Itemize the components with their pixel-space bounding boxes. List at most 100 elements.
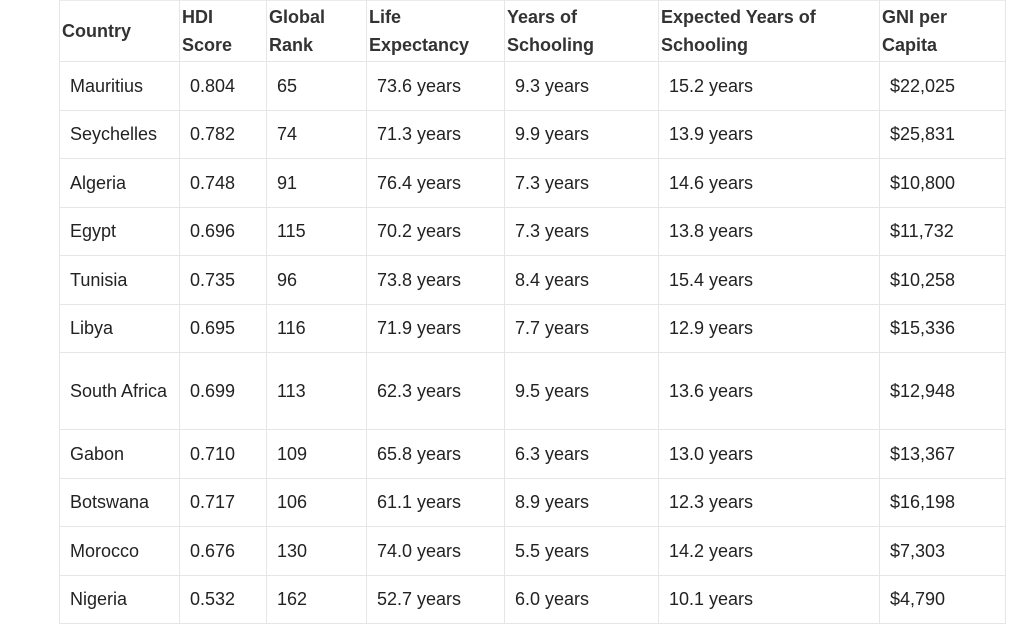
cell-global-rank: 74 — [266, 109, 367, 159]
cell-life-expectancy: 70.2 years — [366, 206, 505, 256]
cell-country: Botswana — [59, 477, 180, 527]
cell-life-expectancy: 62.3 years — [366, 352, 505, 430]
cell-expected-years-of-schooling: 13.8 years — [658, 206, 880, 256]
hdi-table: Country HDI Score Global Rank Life Expec… — [59, 0, 1006, 624]
cell-years-of-schooling: 7.7 years — [504, 303, 659, 353]
cell-global-rank: 130 — [266, 526, 367, 576]
cell-gni-per-capita: $16,198 — [879, 477, 1006, 527]
cell-gni-per-capita: $10,258 — [879, 255, 1006, 305]
cell-gni-per-capita: $15,336 — [879, 303, 1006, 353]
cell-years-of-schooling: 5.5 years — [504, 526, 659, 576]
cell-country: Nigeria — [59, 574, 180, 624]
cell-hdi-score: 0.710 — [179, 429, 267, 479]
table-row: Nigeria 0.532 162 52.7 years 6.0 years 10.1 y… — [59, 574, 1006, 624]
cell-global-rank: 116 — [266, 303, 367, 353]
cell-hdi-score: 0.782 — [179, 109, 267, 159]
cell-years-of-schooling: 6.3 years — [504, 429, 659, 479]
cell-hdi-score: 0.699 — [179, 352, 267, 430]
header-hdi-score: HDI Score — [179, 0, 267, 62]
table-header: Country HDI Score Global Rank Life Expec… — [59, 0, 1006, 62]
cell-gni-per-capita: $22,025 — [879, 61, 1006, 111]
cell-country: Tunisia — [59, 255, 180, 305]
cell-years-of-schooling: 6.0 years — [504, 574, 659, 624]
cell-years-of-schooling: 8.4 years — [504, 255, 659, 305]
cell-life-expectancy: 73.8 years — [366, 255, 505, 305]
cell-expected-years-of-schooling: 15.2 years — [658, 61, 880, 111]
cell-global-rank: 113 — [266, 352, 367, 430]
cell-global-rank: 106 — [266, 477, 367, 527]
cell-life-expectancy: 71.9 years — [366, 303, 505, 353]
header-row: Country HDI Score Global Rank Life Expec… — [59, 0, 1006, 62]
table-row: Gabon 0.710 109 65.8 years 6.3 years 13.0 yea… — [59, 429, 1006, 479]
cell-expected-years-of-schooling: 14.6 years — [658, 158, 880, 208]
cell-country: Mauritius — [59, 61, 180, 111]
cell-expected-years-of-schooling: 13.0 years — [658, 429, 880, 479]
cell-hdi-score: 0.532 — [179, 574, 267, 624]
table-row: Seychelles 0.782 74 71.3 years 9.9 years 13.9… — [59, 109, 1006, 159]
cell-years-of-schooling: 7.3 years — [504, 206, 659, 256]
cell-global-rank: 115 — [266, 206, 367, 256]
table-row: Egypt 0.696 115 70.2 years 7.3 years 13.8 yea… — [59, 206, 1006, 256]
cell-country: Gabon — [59, 429, 180, 479]
cell-gni-per-capita: $7,303 — [879, 526, 1006, 576]
hdi-table-container: Country HDI Score Global Rank Life Expec… — [59, 0, 1006, 624]
header-country: Country — [59, 0, 180, 62]
header-years-of-schooling: Years of Schooling — [504, 0, 659, 62]
cell-global-rank: 109 — [266, 429, 367, 479]
header-gni-per-capita: GNI per Capita — [879, 0, 1006, 62]
cell-hdi-score: 0.696 — [179, 206, 267, 256]
cell-gni-per-capita: $11,732 — [879, 206, 1006, 256]
cell-gni-per-capita: $25,831 — [879, 109, 1006, 159]
cell-gni-per-capita: $10,800 — [879, 158, 1006, 208]
cell-gni-per-capita: $4,790 — [879, 574, 1006, 624]
cell-hdi-score: 0.717 — [179, 477, 267, 527]
cell-country: Libya — [59, 303, 180, 353]
cell-global-rank: 162 — [266, 574, 367, 624]
cell-hdi-score: 0.695 — [179, 303, 267, 353]
cell-country: Egypt — [59, 206, 180, 256]
cell-life-expectancy: 76.4 years — [366, 158, 505, 208]
cell-country: South Africa — [59, 352, 180, 430]
header-expected-years-of-schooling: Expected Years of Schooling — [658, 0, 880, 62]
cell-hdi-score: 0.748 — [179, 158, 267, 208]
table-row: Botswana 0.717 106 61.1 years 8.9 years 12.3 … — [59, 477, 1006, 527]
table-row: Mauritius 0.804 65 73.6 years 9.3 years 15.2 … — [59, 61, 1006, 111]
cell-country: Algeria — [59, 158, 180, 208]
cell-hdi-score: 0.804 — [179, 61, 267, 111]
cell-country: Morocco — [59, 526, 180, 576]
header-global-rank: Global Rank — [266, 0, 367, 62]
cell-expected-years-of-schooling: 15.4 years — [658, 255, 880, 305]
cell-life-expectancy: 71.3 years — [366, 109, 505, 159]
cell-expected-years-of-schooling: 14.2 years — [658, 526, 880, 576]
cell-gni-per-capita: $12,948 — [879, 352, 1006, 430]
cell-years-of-schooling: 9.3 years — [504, 61, 659, 111]
table-row: Algeria 0.748 91 76.4 years 7.3 years 14.6 ye… — [59, 158, 1006, 208]
cell-expected-years-of-schooling: 12.3 years — [658, 477, 880, 527]
cell-global-rank: 65 — [266, 61, 367, 111]
table-row: Libya 0.695 116 71.9 years 7.7 years 12.9 yea… — [59, 303, 1006, 353]
table-row: Tunisia 0.735 96 73.8 years 8.4 years 15.4 ye… — [59, 255, 1006, 305]
cell-expected-years-of-schooling: 10.1 years — [658, 574, 880, 624]
cell-expected-years-of-schooling: 12.9 years — [658, 303, 880, 353]
cell-life-expectancy: 65.8 years — [366, 429, 505, 479]
table-row: Morocco 0.676 130 74.0 years 5.5 years 14.2 y… — [59, 526, 1006, 576]
table-body: Mauritius 0.804 65 73.6 years 9.3 years 15.2 … — [59, 61, 1006, 624]
header-life-expectancy: Life Expectancy — [366, 0, 505, 62]
cell-years-of-schooling: 7.3 years — [504, 158, 659, 208]
cell-expected-years-of-schooling: 13.6 years — [658, 352, 880, 430]
cell-life-expectancy: 52.7 years — [366, 574, 505, 624]
cell-years-of-schooling: 9.5 years — [504, 352, 659, 430]
cell-global-rank: 91 — [266, 158, 367, 208]
cell-country: Seychelles — [59, 109, 180, 159]
cell-years-of-schooling: 8.9 years — [504, 477, 659, 527]
cell-life-expectancy: 61.1 years — [366, 477, 505, 527]
table-row: South Africa 0.699 113 62.3 years 9.5 years 1… — [59, 352, 1006, 430]
cell-years-of-schooling: 9.9 years — [504, 109, 659, 159]
cell-hdi-score: 0.735 — [179, 255, 267, 305]
cell-global-rank: 96 — [266, 255, 367, 305]
cell-life-expectancy: 73.6 years — [366, 61, 505, 111]
cell-gni-per-capita: $13,367 — [879, 429, 1006, 479]
cell-hdi-score: 0.676 — [179, 526, 267, 576]
cell-expected-years-of-schooling: 13.9 years — [658, 109, 880, 159]
cell-life-expectancy: 74.0 years — [366, 526, 505, 576]
